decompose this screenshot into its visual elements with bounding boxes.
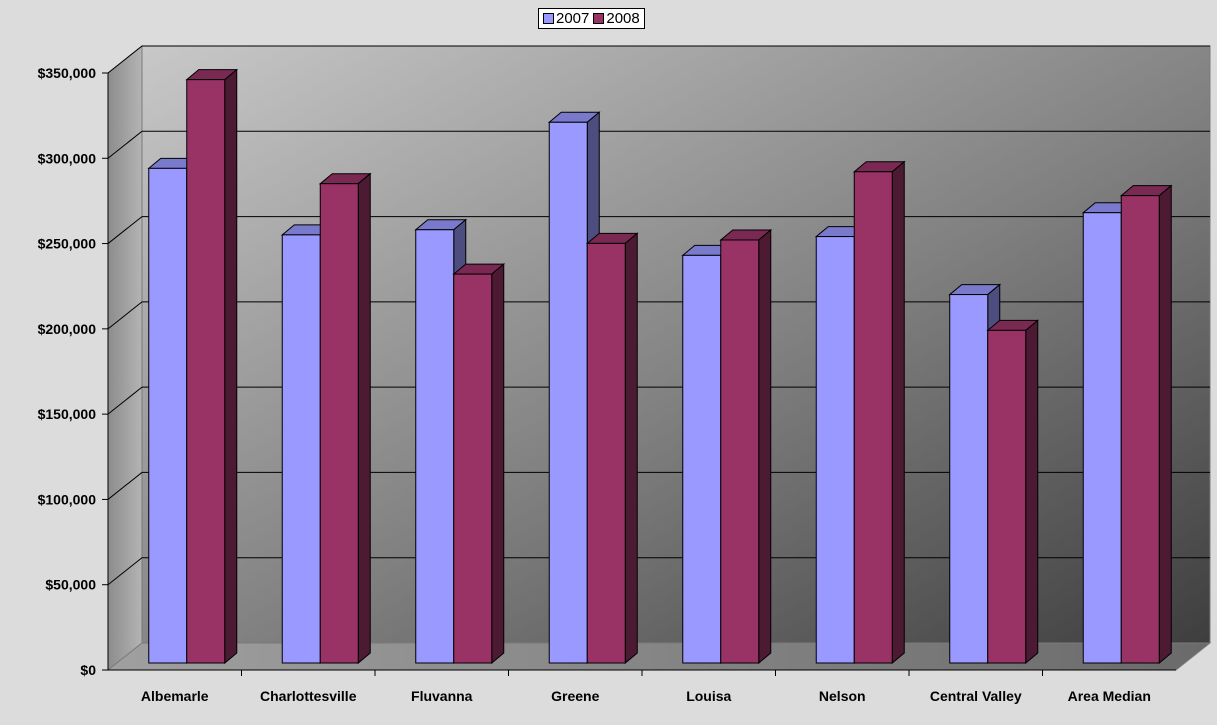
bar-Albemarle-2008 [186,79,226,664]
legend-swatch-2007 [543,13,554,24]
bar-Greene-2007 [548,121,588,664]
chart-legend: 2007 2008 [538,8,645,29]
bar-Nelson-2007 [815,236,855,664]
y-tick-label: $50,000 [45,577,96,593]
y-tick-label: $250,000 [38,236,97,252]
x-tick-label: Central Valley [930,688,1022,704]
y-tick-label: $200,000 [38,321,97,337]
side-wall [107,44,143,672]
bar-Fluvanna-2007 [415,229,455,664]
bar-Louisa-2008 [720,239,760,664]
bar-side-Nelson-2008 [891,160,905,665]
gridline [107,45,1210,74]
bar-side-Central Valley-2008 [1025,319,1039,665]
legend-item-2007: 2007 [543,10,589,27]
bar-Central Valley-2008 [987,329,1027,664]
x-tick-label: Greene [551,688,599,704]
bar-Central Valley-2007 [949,294,989,664]
y-tick-label: $300,000 [38,150,97,166]
legend-swatch-2008 [593,13,605,24]
gridline [107,130,1210,159]
y-tick-label: $350,000 [38,65,97,81]
bar-Nelson-2008 [853,171,893,664]
floor [106,642,1212,671]
x-tick-label: Charlottesville [260,688,357,704]
bar-side-Charlottesville-2008 [357,172,371,665]
x-tick-label: Area Median [1068,688,1151,704]
bar-side-Louisa-2008 [758,228,772,665]
bar-Louisa-2007 [682,254,722,664]
bar-Greene-2008 [586,242,626,664]
bar-Area Median-2008 [1120,195,1160,664]
bar-side-Albemarle-2008 [224,68,238,665]
legend-label-2008: 2008 [606,10,640,27]
bar-Albemarle-2007 [148,167,188,664]
y-tick-label: $0 [80,662,96,678]
legend-item-2008: 2008 [593,10,640,27]
bar-Fluvanna-2008 [453,273,493,664]
y-tick-label: $150,000 [38,406,97,422]
x-tick-label: Fluvanna [411,688,473,704]
x-tick-label: Nelson [819,688,866,704]
bar-side-Area Median-2008 [1158,184,1172,665]
y-tick-label: $100,000 [38,491,97,507]
legend-label-2007: 2007 [556,10,590,27]
bar-side-Greene-2008 [624,232,638,665]
bar-Charlottesville-2007 [281,234,321,664]
bar-Area Median-2007 [1082,212,1122,664]
x-tick-label: Albemarle [141,688,209,704]
x-tick-label: Louisa [686,688,731,704]
bar-side-Fluvanna-2008 [491,263,505,665]
bar-Charlottesville-2008 [319,183,359,664]
